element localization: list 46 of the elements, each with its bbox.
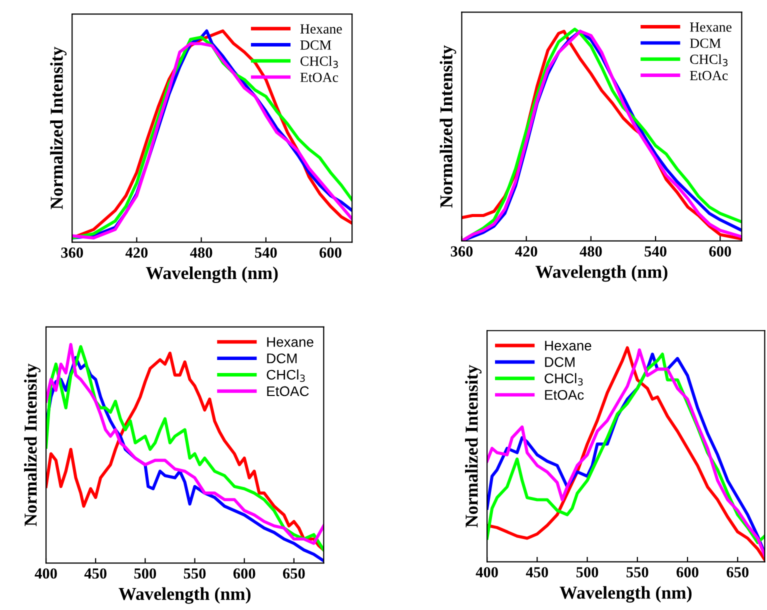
x-tick-label: 480 <box>580 246 602 257</box>
y-axis-title: Normalized Intensity <box>50 46 67 210</box>
x-axis-title: Wavelength (nm) <box>560 586 692 603</box>
legend-label: EtOAc <box>545 390 584 400</box>
legend-label: DCM <box>267 353 297 364</box>
y-axis-title: Normalized Intensity <box>440 45 456 208</box>
x-tick-label: 540 <box>255 247 277 258</box>
legend-label: CHCl$_{3}$ <box>300 56 338 68</box>
y-axis-title: Normalized Intensity <box>24 364 40 526</box>
x-axis-title: Wavelength (nm) <box>118 587 251 604</box>
x-tick-label: 600 <box>233 568 256 579</box>
legend-label: Hexane <box>300 24 342 34</box>
x-tick-label: 600 <box>676 567 698 578</box>
x-tick-label: 360 <box>61 247 83 258</box>
legend-label: EtOAc <box>690 70 728 80</box>
x-tick-label: 480 <box>190 247 212 258</box>
legend-label: DCM <box>300 40 332 50</box>
legend-label: CHCl$_{3}$ <box>544 373 583 386</box>
x-tick-label: 650 <box>726 567 749 578</box>
x-tick-label: 500 <box>134 568 156 579</box>
x-tick-label: 600 <box>320 247 342 258</box>
x-tick-label: 550 <box>626 567 648 578</box>
x-tick-label: 650 <box>282 568 305 579</box>
x-tick-label: 540 <box>644 246 666 257</box>
x-axis-title: Wavelength (nm) <box>146 266 278 283</box>
x-tick-label: 500 <box>576 567 598 578</box>
legend-label: EtOAC <box>267 386 309 396</box>
x-tick-label: 360 <box>450 246 473 257</box>
legend-label: EtOAc <box>300 72 338 82</box>
x-tick-label: 450 <box>526 567 548 578</box>
legend-label: Hexane <box>545 340 592 351</box>
x-tick-label: 420 <box>125 247 148 258</box>
x-tick-label: 400 <box>476 567 498 578</box>
legend-label: Hexane <box>267 337 314 347</box>
legend-label: DCM <box>545 357 574 367</box>
y-axis-title: Normalized Intensity <box>465 364 482 528</box>
legend-label: DCM <box>690 38 721 48</box>
x-tick-label: 450 <box>84 568 106 579</box>
x-tick-label: 600 <box>709 246 732 257</box>
x-tick-label: 420 <box>515 246 538 257</box>
legend-label: Hexane <box>690 22 732 32</box>
x-tick-label: 400 <box>34 568 57 579</box>
legend-label: CHCl$_{3}$ <box>690 54 728 66</box>
x-axis-title: Wavelength (nm) <box>536 265 668 282</box>
x-tick-label: 550 <box>184 568 206 579</box>
legend-label: CHCl$_{3}$ <box>266 369 305 382</box>
